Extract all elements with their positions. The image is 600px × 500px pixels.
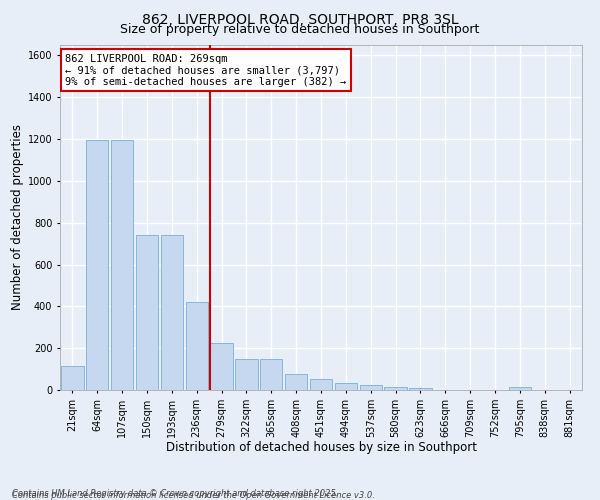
Text: Contains HM Land Registry data © Crown copyright and database right 2025.: Contains HM Land Registry data © Crown c… [12, 488, 338, 498]
Bar [509, 387, 531, 390]
Bar [211, 343, 233, 390]
Bar [260, 358, 283, 390]
Text: Size of property relative to detached houses in Southport: Size of property relative to detached ho… [121, 22, 479, 36]
Bar [86, 140, 109, 390]
Bar [385, 387, 407, 390]
Text: Contains public sector information licensed under the Open Government Licence v3: Contains public sector information licen… [12, 491, 375, 500]
Bar [359, 385, 382, 390]
Bar [285, 374, 307, 390]
Bar [235, 358, 257, 390]
Bar [136, 236, 158, 390]
Bar [185, 302, 208, 390]
Y-axis label: Number of detached properties: Number of detached properties [11, 124, 23, 310]
Bar [61, 366, 83, 390]
Text: 862 LIVERPOOL ROAD: 269sqm
← 91% of detached houses are smaller (3,797)
9% of se: 862 LIVERPOOL ROAD: 269sqm ← 91% of deta… [65, 54, 346, 87]
Text: 862, LIVERPOOL ROAD, SOUTHPORT, PR8 3SL: 862, LIVERPOOL ROAD, SOUTHPORT, PR8 3SL [142, 12, 458, 26]
Bar [335, 382, 357, 390]
Bar [161, 236, 183, 390]
X-axis label: Distribution of detached houses by size in Southport: Distribution of detached houses by size … [166, 442, 476, 454]
Bar [310, 378, 332, 390]
Bar [111, 140, 133, 390]
Bar [409, 388, 431, 390]
